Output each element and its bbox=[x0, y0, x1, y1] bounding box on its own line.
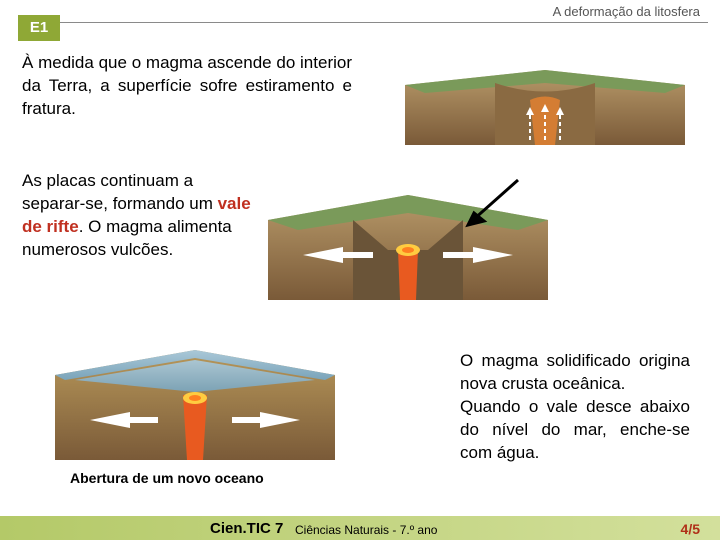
paragraph-3: O magma solidificado origina nova crusta… bbox=[460, 350, 690, 465]
p2-text-a: As placas continuam a separar-se, forman… bbox=[22, 171, 218, 213]
header-rule bbox=[60, 22, 708, 23]
paragraph-2: As placas continuam a separar-se, forman… bbox=[22, 170, 252, 262]
header-subtitle: A deformação da litosfera bbox=[553, 4, 700, 19]
footer-brand: Cien.TIC 7 bbox=[210, 520, 283, 537]
diagram-stage-1 bbox=[395, 45, 695, 155]
footer-subject: Ciências Naturais - 7.º ano bbox=[295, 523, 437, 537]
diagram-stage-3 bbox=[45, 330, 345, 475]
section-badge: E1 bbox=[18, 15, 60, 41]
paragraph-1: À medida que o magma ascende do interior… bbox=[22, 52, 352, 121]
footer-page: 4/5 bbox=[681, 521, 700, 537]
diagram-stage-2 bbox=[258, 165, 558, 315]
